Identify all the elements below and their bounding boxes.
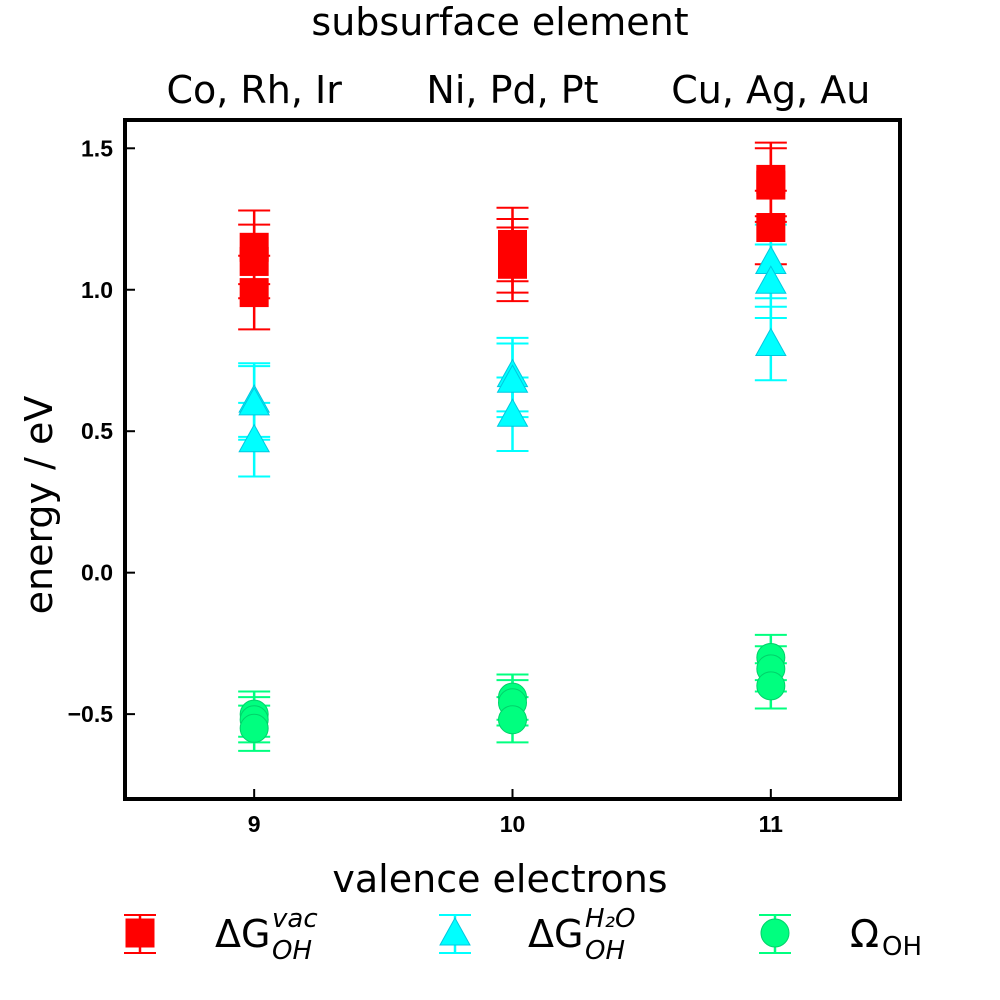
data-point-square xyxy=(239,278,269,308)
x-tick-label: 11 xyxy=(759,811,784,837)
legend-label: ΔG xyxy=(215,912,270,956)
legend-label-sub: OH xyxy=(882,932,922,962)
data-point-triangle xyxy=(238,423,271,453)
data-point-triangle xyxy=(754,327,787,357)
group-label: Co, Rh, Ir xyxy=(166,68,342,112)
y-tick-label: 1.0 xyxy=(81,277,113,303)
group-label: Cu, Ag, Au xyxy=(671,68,870,112)
chart-top-title: subsurface element xyxy=(311,0,688,44)
legend-marker-square xyxy=(125,918,155,948)
y-tick-label: 0.0 xyxy=(81,560,113,586)
data-point-circle xyxy=(756,671,786,701)
group-labels: Co, Rh, Ir Ni, Pd, Pt Cu, Ag, Au xyxy=(166,68,870,112)
legend-marker-circle xyxy=(760,918,790,948)
legend-label-sub: OH xyxy=(585,936,625,966)
data-point-square xyxy=(756,213,786,243)
x-tick-label: 10 xyxy=(500,811,526,837)
legend-label: ΔG xyxy=(528,912,583,956)
data-point-triangle xyxy=(238,386,271,416)
legend-item: Ω OH xyxy=(759,912,922,962)
data-point-triangle xyxy=(754,265,787,294)
y-tick-label: −0.5 xyxy=(68,701,114,727)
data-point-square xyxy=(239,246,269,276)
data-point-circle xyxy=(498,705,527,735)
y-axis-label: energy / eV xyxy=(17,396,61,615)
legend-marker-triangle xyxy=(439,916,471,946)
axis-ticks: 1.5 1.0 0.5 0.0 −0.5 9 10 11 xyxy=(68,135,784,837)
data-point-triangle xyxy=(496,398,529,427)
data-point-triangle xyxy=(496,364,529,393)
legend-label-sup: vac xyxy=(272,904,318,934)
x-axis-label: valence electrons xyxy=(332,857,667,901)
data-markers xyxy=(238,141,787,752)
x-tick-label: 9 xyxy=(248,811,261,837)
data-point-square xyxy=(756,170,786,200)
data-point-circle xyxy=(239,713,269,743)
legend-label-sup: H₂O xyxy=(585,904,635,934)
group-label: Ni, Pd, Pt xyxy=(426,68,598,112)
y-tick-label: 1.5 xyxy=(81,135,113,161)
y-tick-label: 0.5 xyxy=(81,418,113,444)
legend-label: Ω xyxy=(850,912,879,956)
legend-label-sub: OH xyxy=(272,936,312,966)
data-point-square xyxy=(498,249,527,279)
